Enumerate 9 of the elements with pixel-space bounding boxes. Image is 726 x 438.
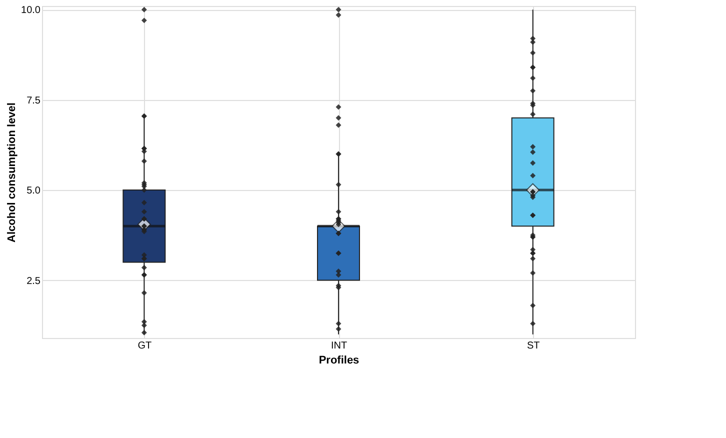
y-tick-label: 7.5: [26, 95, 41, 106]
y-tick-label: 2.5: [26, 276, 41, 287]
x-tick-label: GT: [138, 340, 152, 352]
x-tick-label: INT: [330, 340, 348, 352]
x-axis-title: Profiles: [318, 354, 360, 366]
x-tick-label: ST: [526, 340, 540, 352]
y-tick-label: 5.0: [26, 186, 41, 197]
y-tick-label: 10.0: [21, 5, 41, 16]
y-axis-title: Alcohol consumption level: [6, 102, 18, 242]
